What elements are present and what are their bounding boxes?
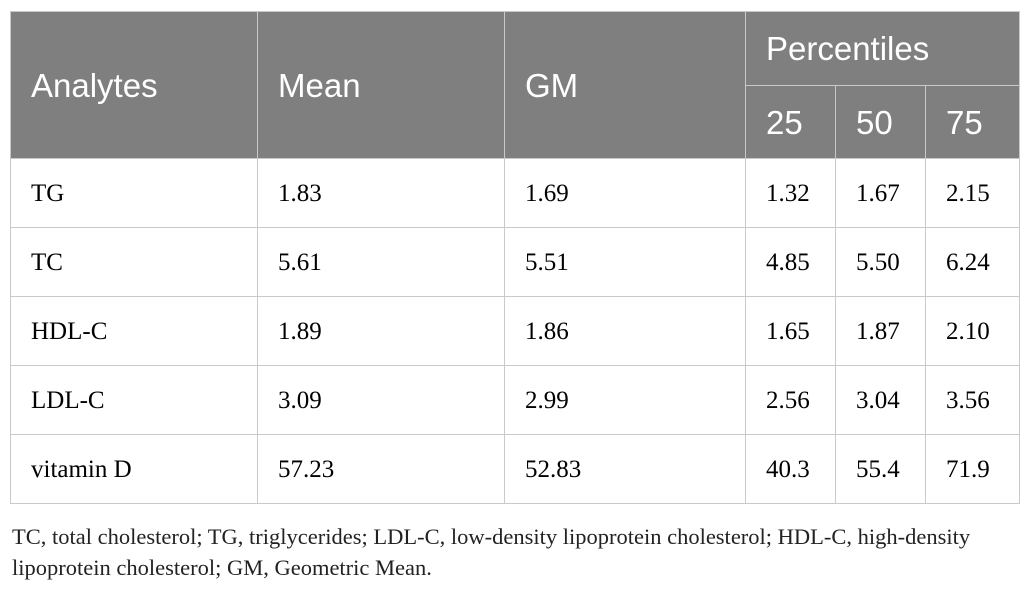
cell-p50: 3.04 (835, 365, 926, 435)
cell-p50: 1.67 (835, 158, 926, 228)
table-row: HDL-C 1.89 1.86 1.65 1.87 2.10 (10, 296, 1021, 366)
cell-gm: 1.69 (504, 158, 746, 228)
table-footnote: TC, total cholesterol; TG, triglycerides… (12, 524, 971, 580)
cell-p25: 4.85 (745, 227, 836, 297)
cell-gm: 5.51 (504, 227, 746, 297)
cell-mean: 3.09 (257, 365, 505, 435)
cell-gm: 1.86 (504, 296, 746, 366)
cell-p25: 1.65 (745, 296, 836, 366)
header-p75: 75 (924, 85, 1021, 159)
cell-p75: 6.24 (924, 227, 1021, 297)
analytes-table: Analytes Mean GM Percentiles 25 50 75 TG… (10, 11, 1021, 504)
cell-mean: 57.23 (257, 434, 505, 504)
table-header: Analytes Mean GM Percentiles 25 50 75 (10, 11, 1021, 159)
cell-p75: 71.9 (924, 434, 1021, 504)
cell-p75: 2.10 (924, 296, 1021, 366)
cell-analyte: vitamin D (10, 434, 258, 504)
header-gm: GM (504, 11, 746, 159)
cell-p75: 2.15 (924, 158, 1021, 228)
cell-analyte: HDL-C (10, 296, 258, 366)
cell-p50: 5.50 (835, 227, 926, 297)
table-row: TG 1.83 1.69 1.32 1.67 2.15 (10, 158, 1021, 228)
cell-analyte: TG (10, 158, 258, 228)
table-row: vitamin D 57.23 52.83 40.3 55.4 71.9 (10, 434, 1021, 504)
header-row-sub: 25 50 75 (11, 85, 1021, 159)
cell-p50: 1.87 (835, 296, 926, 366)
header-mean: Mean (257, 11, 505, 159)
cell-p50: 55.4 (835, 434, 926, 504)
header-analytes: Analytes (10, 11, 258, 159)
cell-mean: 5.61 (257, 227, 505, 297)
cell-p25: 2.56 (745, 365, 836, 435)
cell-analyte: TC (10, 227, 258, 297)
header-row-top: Analytes Mean GM Percentiles (10, 11, 1021, 159)
cell-p25: 40.3 (745, 434, 836, 504)
cell-p75: 3.56 (924, 365, 1021, 435)
header-percentiles: Percentiles (744, 11, 1021, 86)
table-body: TG 1.83 1.69 1.32 1.67 2.15 TC 5.61 5.51… (10, 158, 1021, 504)
cell-gm: 52.83 (504, 434, 746, 504)
table-row: TC 5.61 5.51 4.85 5.50 6.24 (10, 227, 1021, 297)
table-container: Analytes Mean GM Percentiles 25 50 75 TG… (10, 11, 1021, 504)
cell-mean: 1.89 (257, 296, 505, 366)
header-p50: 50 (835, 85, 926, 159)
cell-gm: 2.99 (504, 365, 746, 435)
header-p25: 25 (745, 85, 836, 159)
cell-mean: 1.83 (257, 158, 505, 228)
cell-analyte: LDL-C (10, 365, 258, 435)
cell-p25: 1.32 (745, 158, 836, 228)
table-row: LDL-C 3.09 2.99 2.56 3.04 3.56 (10, 365, 1021, 435)
